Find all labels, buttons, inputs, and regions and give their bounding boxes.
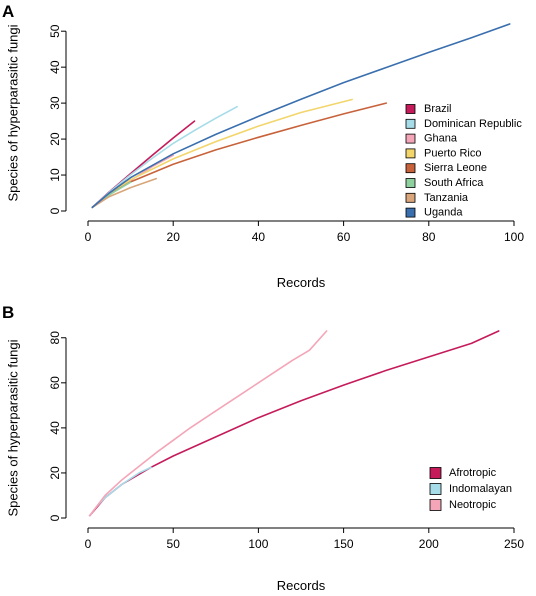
panel-a-legend-label: South Africa [424,177,484,189]
panel-b-x-tick-label: 150 [334,537,354,551]
panel-b-y-tick-label: 80 [48,331,62,345]
panel-b-legend-swatch [429,499,442,511]
panel-a-legend: Brazil Dominican Republic Ghana Puerto Rico… [405,103,522,219]
panel-b-x-tick-label: 100 [248,537,268,551]
panel-a-y-tick-label: 20 [48,132,62,146]
panel-b-x-tick-label: 250 [504,537,524,551]
panel-a-legend-swatch [405,192,416,203]
panel-b-x-tick-label: 200 [419,537,439,551]
panel-b-label: B [2,303,14,322]
panel-a-series-line-tanzania [91,177,157,209]
panel-a-y-tick-label: 40 [48,60,62,74]
panel-b-y-tick-label: 0 [48,514,62,521]
panel-a-x-tick-label: 60 [337,230,351,244]
panel-b-y-tick-label: 60 [48,376,62,390]
panel-a-legend-label: Ghana [424,133,458,145]
panel-b: B 0 50 100 150 200 250 0 20 40 60 80 Records Species… [2,303,524,593]
panel-a: A 0 20 40 60 80 100 0 10 20 30 40 50 Records Species … [2,2,524,290]
panel-a-legend-label: Dominican Republic [424,118,522,130]
panel-b-x-tick-label: 0 [85,537,92,551]
panel-a-legend-label: Brazil [424,103,452,115]
panel-b-legend-label: Afrotropic [449,467,497,479]
panel-b-legend-swatch [429,467,442,479]
panel-b-y-tick-label: 20 [48,466,62,480]
panel-a-x-axis-title: Records [277,275,326,290]
panel-a-legend-swatch [405,133,416,144]
panel-a-y-tick-label: 30 [48,96,62,110]
panel-a-x-tick-label: 20 [167,230,181,244]
panel-b-series-line-neotropic [88,330,328,517]
panel-a-x-tick-label: 40 [252,230,266,244]
panel-a-legend-swatch [405,163,416,174]
panel-b-legend-label: Indomalayan [449,483,512,495]
panel-a-x-tick-label: 100 [504,230,524,244]
panel-a-legend-swatch [405,207,416,218]
panel-b-y-axis-title: Species of hyperparasitic fungi [6,339,21,516]
panel-a-legend-swatch [405,148,416,159]
panel-a-y-axis-title: Species of hyperparasitic fungi [6,24,21,201]
panel-b-series-group [88,330,500,517]
panel-a-series-line-dominican-republic [91,105,238,209]
panel-a-y-tick-label: 0 [48,207,62,214]
panel-b-legend: Afrotropic Indomalayan Neotropic [429,467,512,511]
panel-a-legend-label: Tanzania [424,192,469,204]
panel-a-series-group [91,23,511,209]
panel-a-legend-label: Uganda [424,207,463,219]
panel-a-series-line-uganda [91,23,511,209]
panel-b-y-tick-label: 40 [48,421,62,435]
panel-a-y-tick-label: 50 [48,24,62,38]
panel-a-series-line-sierra-leone [91,102,388,209]
panel-b-x-tick-label: 50 [167,537,181,551]
panel-a-legend-swatch [405,104,416,114]
panel-a-legend-label: Sierra Leone [424,162,487,174]
panel-b-legend-swatch [429,483,442,495]
panel-b-x-axis-title: Records [277,578,326,593]
panel-a-series-line-puerto-rico [91,98,353,209]
panel-a-x-tick-label: 0 [85,230,92,244]
panel-a-x-tick-label: 80 [422,230,436,244]
panel-b-legend-label: Neotropic [449,499,497,511]
panel-a-legend-swatch [405,178,416,188]
panel-a-label: A [2,2,14,21]
panel-a-legend-swatch [405,118,416,129]
panel-a-legend-label: Puerto Rico [424,147,481,159]
panel-b-series-line-indomalayan [88,466,152,517]
panel-a-y-tick-label: 10 [48,168,62,182]
